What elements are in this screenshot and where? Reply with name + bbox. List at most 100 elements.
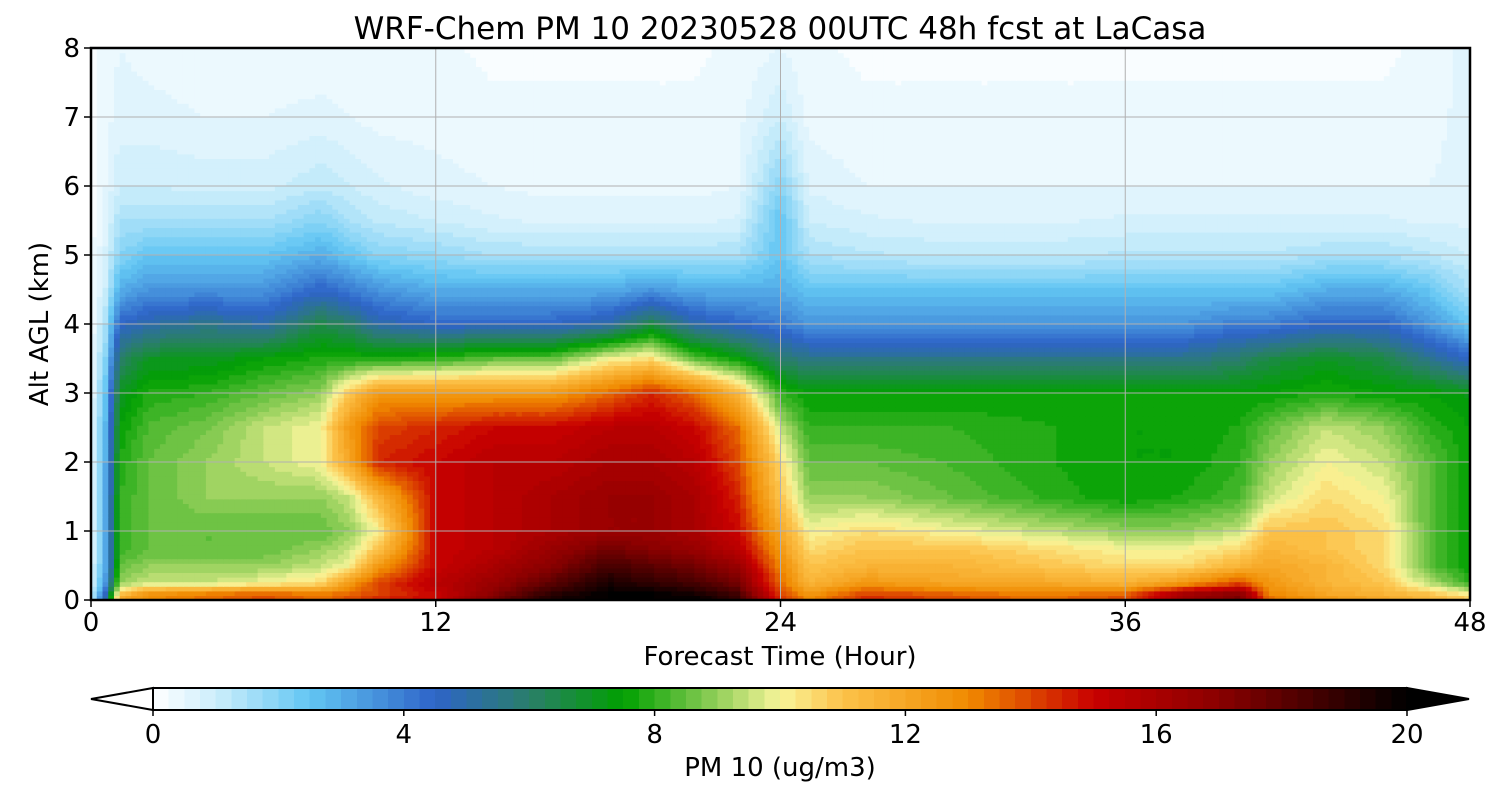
heatmap-cell <box>395 526 402 532</box>
heatmap-cell <box>1085 517 1092 523</box>
heatmap-cell <box>866 558 874 564</box>
heatmap-cell <box>412 535 420 541</box>
heatmap-cell <box>234 521 241 527</box>
heatmap-cell <box>539 567 546 573</box>
heatmap-cell <box>539 512 546 518</box>
heatmap-cell <box>1073 540 1080 546</box>
heatmap-cell <box>211 586 219 592</box>
heatmap-cell <box>142 572 150 578</box>
heatmap-cell <box>447 540 454 546</box>
heatmap-cell <box>625 535 632 541</box>
heatmap-cell <box>418 554 425 560</box>
heatmap-cell <box>1004 544 1011 550</box>
heatmap-cell <box>803 512 810 518</box>
heatmap-cell <box>533 567 540 573</box>
heatmap-cell <box>654 535 661 541</box>
heatmap-cell <box>177 517 184 523</box>
heatmap-cell <box>119 563 127 569</box>
heatmap-cell <box>1291 517 1299 523</box>
heatmap-cell <box>964 508 971 514</box>
heatmap-cell <box>418 517 425 523</box>
heatmap-cell <box>113 558 121 564</box>
heatmap-cell <box>642 517 649 523</box>
heatmap-cell <box>717 503 724 509</box>
heatmap-cell <box>763 581 770 587</box>
heatmap-cell <box>148 540 155 546</box>
heatmap-cell <box>458 554 466 560</box>
heatmap-cell <box>1199 558 1207 564</box>
heatmap-cell <box>1194 554 1201 560</box>
heatmap-cell <box>791 586 799 592</box>
heatmap-cell <box>1234 535 1241 541</box>
heatmap-cell <box>1171 540 1178 546</box>
heatmap-cell <box>866 554 874 560</box>
heatmap-cell <box>1464 526 1470 532</box>
heatmap-cell <box>441 563 448 569</box>
heatmap-cell <box>1044 521 1052 527</box>
heatmap-cell <box>1188 572 1195 578</box>
heatmap-cell <box>935 590 942 596</box>
heatmap-cell <box>619 531 626 537</box>
heatmap-cell <box>458 549 466 555</box>
heatmap-cell <box>470 535 477 541</box>
heatmap-cell <box>303 512 310 518</box>
heatmap-cell <box>665 577 672 583</box>
heatmap-cell <box>613 590 621 596</box>
heatmap-cell <box>1188 549 1195 555</box>
heatmap-cell <box>1337 544 1345 550</box>
heatmap-cell <box>1257 554 1264 560</box>
heatmap-cell <box>728 508 736 514</box>
heatmap-cell <box>320 572 328 578</box>
heatmap-cell <box>1326 558 1333 564</box>
heatmap-cell <box>205 508 213 514</box>
heatmap-cell <box>1211 595 1218 600</box>
heatmap-cell <box>366 512 374 518</box>
heatmap-cell <box>1033 526 1040 532</box>
heatmap-cell <box>430 526 437 532</box>
heatmap-cell <box>814 590 822 596</box>
heatmap-cell <box>1240 540 1247 546</box>
heatmap-cell <box>1452 572 1460 578</box>
heatmap-cell <box>1309 558 1316 564</box>
heatmap-cell <box>510 567 517 573</box>
heatmap-cell <box>682 554 690 560</box>
heatmap-cell <box>389 563 397 569</box>
heatmap-cell <box>935 521 942 527</box>
heatmap-cell <box>1303 517 1310 523</box>
heatmap-cell <box>1113 595 1121 600</box>
heatmap-cell <box>567 549 575 555</box>
heatmap-cell <box>1435 586 1442 592</box>
heatmap-cell <box>108 558 115 564</box>
heatmap-cell <box>728 535 736 541</box>
heatmap-cell <box>1148 526 1155 532</box>
heatmap-cell <box>1090 577 1098 583</box>
heatmap-cell <box>1142 540 1149 546</box>
heatmap-cell <box>475 544 483 550</box>
heatmap-cell <box>585 531 592 537</box>
heatmap-cell <box>349 544 356 550</box>
heatmap-cell <box>717 595 724 600</box>
heatmap-cell <box>998 577 1006 583</box>
heatmap-cell <box>952 549 960 555</box>
heatmap-cell <box>326 577 333 583</box>
heatmap-cell <box>1291 572 1299 578</box>
heatmap-cell <box>217 512 224 518</box>
heatmap-cell <box>964 595 971 600</box>
heatmap-cell <box>1360 521 1368 527</box>
heatmap-cell <box>269 577 276 583</box>
heatmap-cell <box>1389 540 1396 546</box>
heatmap-cell <box>401 577 408 583</box>
heatmap-cell <box>590 581 598 587</box>
heatmap-cell <box>430 512 437 518</box>
heatmap-cell <box>631 595 638 600</box>
heatmap-cell <box>1447 577 1454 583</box>
heatmap-cell <box>1090 590 1098 596</box>
heatmap-cell <box>1441 586 1448 592</box>
heatmap-cell <box>205 544 213 550</box>
heatmap-cell <box>1056 531 1063 537</box>
heatmap-cell <box>740 572 747 578</box>
heatmap-cell <box>820 586 828 592</box>
heatmap-cell <box>372 535 379 541</box>
heatmap-cell <box>217 581 224 587</box>
